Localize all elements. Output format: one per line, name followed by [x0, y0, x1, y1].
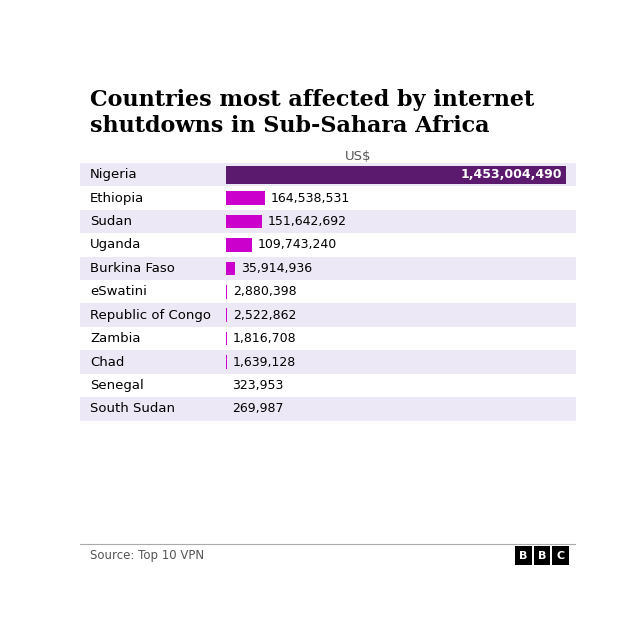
FancyBboxPatch shape [80, 163, 576, 186]
FancyBboxPatch shape [227, 238, 252, 252]
FancyBboxPatch shape [80, 233, 576, 257]
Text: Republic of Congo: Republic of Congo [90, 308, 211, 322]
FancyBboxPatch shape [80, 280, 576, 303]
Text: 1,639,128: 1,639,128 [233, 355, 296, 369]
Text: 269,987: 269,987 [232, 403, 284, 415]
Text: Nigeria: Nigeria [90, 168, 138, 181]
FancyBboxPatch shape [227, 215, 262, 228]
FancyBboxPatch shape [80, 210, 576, 233]
Text: 35,914,936: 35,914,936 [241, 262, 312, 275]
Text: Senegal: Senegal [90, 379, 143, 392]
Text: eSwatini: eSwatini [90, 285, 147, 298]
FancyBboxPatch shape [80, 374, 576, 397]
FancyBboxPatch shape [80, 257, 576, 280]
Text: 151,642,692: 151,642,692 [268, 215, 347, 228]
Text: US$: US$ [345, 150, 372, 163]
Text: Chad: Chad [90, 355, 124, 369]
Text: 323,953: 323,953 [232, 379, 284, 392]
FancyBboxPatch shape [552, 547, 568, 565]
Text: Source: Top 10 VPN: Source: Top 10 VPN [90, 549, 204, 563]
Text: 2,880,398: 2,880,398 [233, 285, 296, 298]
Text: Ethiopia: Ethiopia [90, 191, 144, 205]
Text: South Sudan: South Sudan [90, 403, 175, 415]
FancyBboxPatch shape [80, 186, 576, 210]
Text: 164,538,531: 164,538,531 [271, 191, 350, 205]
Text: C: C [556, 551, 564, 561]
FancyBboxPatch shape [80, 303, 576, 327]
FancyBboxPatch shape [227, 166, 566, 184]
FancyBboxPatch shape [227, 262, 235, 275]
Text: Zambia: Zambia [90, 332, 140, 345]
Text: Burkina Faso: Burkina Faso [90, 262, 175, 275]
FancyBboxPatch shape [80, 350, 576, 374]
Text: Countries most affected by internet
shutdowns in Sub-Sahara Africa: Countries most affected by internet shut… [90, 89, 534, 138]
FancyBboxPatch shape [80, 327, 576, 350]
Text: Uganda: Uganda [90, 239, 141, 252]
Text: 1,453,004,490: 1,453,004,490 [461, 168, 562, 181]
Text: 1,816,708: 1,816,708 [233, 332, 296, 345]
Text: B: B [538, 551, 546, 561]
Text: B: B [520, 551, 528, 561]
Text: 2,522,862: 2,522,862 [233, 308, 296, 322]
Text: Sudan: Sudan [90, 215, 132, 228]
Text: 109,743,240: 109,743,240 [258, 239, 337, 252]
FancyBboxPatch shape [80, 397, 576, 420]
FancyBboxPatch shape [515, 547, 532, 565]
FancyBboxPatch shape [227, 191, 265, 205]
FancyBboxPatch shape [534, 547, 550, 565]
